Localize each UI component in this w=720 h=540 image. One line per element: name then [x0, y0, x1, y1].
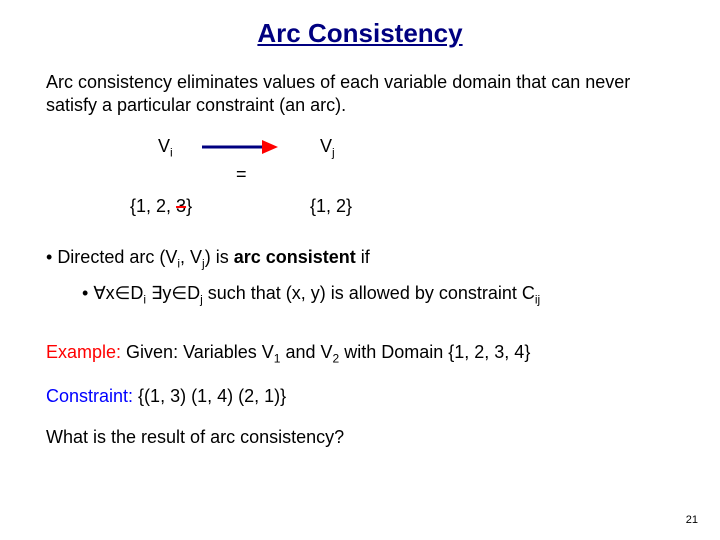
- domain-left-strike: 3: [176, 196, 186, 216]
- domain-left-suffix: }: [186, 196, 192, 216]
- arrow-icon: [200, 138, 280, 156]
- vi-base: V: [158, 136, 170, 156]
- example-block: Example: Given: Variables V1 and V2 with…: [40, 340, 680, 450]
- arc-diagram: Vi = Vj {1, 2, 3} {1, 2}: [40, 130, 680, 240]
- equals-label: =: [236, 164, 247, 185]
- page-number: 21: [686, 514, 698, 526]
- domain-left-prefix: {1, 2,: [130, 196, 176, 216]
- definition-block: • Directed arc (Vi, Vj) is arc consisten…: [40, 246, 680, 308]
- constraint-line: Constraint: {(1, 3) (1, 4) (2, 1)}: [46, 384, 680, 409]
- bullet-directed-arc: • Directed arc (Vi, Vj) is arc consisten…: [46, 246, 680, 272]
- vi-sub: i: [170, 146, 173, 160]
- domain-left: {1, 2, 3}: [130, 196, 192, 217]
- vj-base: V: [320, 136, 332, 156]
- slide-title: Arc Consistency: [40, 18, 680, 49]
- question-line: What is the result of arc consistency?: [46, 425, 680, 450]
- intro-text: Arc consistency eliminates values of eac…: [40, 71, 680, 116]
- node-vi: Vi: [158, 136, 173, 160]
- example-line: Example: Given: Variables V1 and V2 with…: [46, 340, 680, 367]
- vj-sub: j: [332, 146, 335, 160]
- node-vj: Vj: [320, 136, 335, 160]
- bullet-forall-exists: • ∀x∈Di ∃y∈Dj such that (x, y) is allowe…: [46, 282, 680, 308]
- domain-right: {1, 2}: [310, 196, 352, 217]
